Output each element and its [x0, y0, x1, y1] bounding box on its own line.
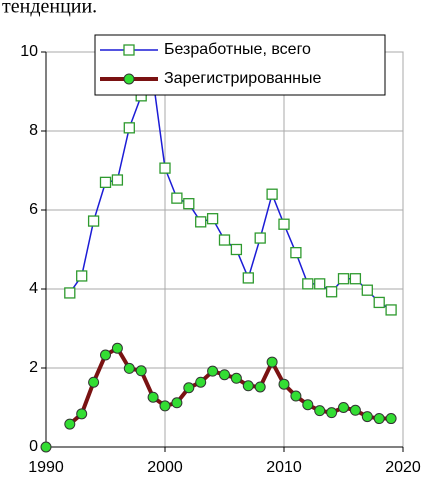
marker: [64, 418, 76, 430]
marker: [40, 441, 52, 453]
x-tick-label: 2010: [266, 459, 302, 476]
marker: [254, 232, 266, 244]
marker: [159, 400, 171, 412]
marker: [171, 192, 183, 204]
y-tick-label: 0: [29, 438, 38, 455]
marker: [302, 399, 314, 411]
marker: [183, 382, 195, 394]
x-tick-label: 2020: [385, 459, 421, 476]
marker: [290, 390, 302, 402]
line: [69, 78, 392, 311]
y-tick-label: 2: [29, 359, 38, 376]
marker: [278, 378, 290, 390]
marker: [314, 405, 326, 417]
marker: [385, 413, 397, 425]
caption: тенденции.: [2, 0, 97, 18]
marker: [290, 247, 302, 259]
marker: [349, 404, 361, 416]
marker: [266, 356, 278, 368]
marker: [325, 286, 338, 298]
legend: Безработные, всего Зарегистрированные: [94, 34, 386, 96]
marker: [314, 278, 326, 290]
marker: [147, 391, 159, 403]
marker: [99, 176, 112, 189]
marker: [242, 380, 254, 392]
y-tick-label: 10: [20, 43, 38, 60]
marker: [111, 342, 123, 354]
marker: [64, 287, 76, 299]
marker: [183, 198, 195, 210]
marker: [278, 218, 290, 230]
marker: [111, 174, 124, 186]
marker: [230, 372, 242, 384]
line: [68, 346, 392, 426]
marker: [349, 273, 362, 285]
marker: [218, 234, 231, 246]
marker: [373, 296, 385, 309]
x-tick-label: 2000: [147, 459, 183, 476]
legend-label: Зарегистрированные: [164, 70, 321, 87]
marker: [195, 376, 207, 388]
legend-label: Безработные, всего: [164, 41, 311, 58]
marker: [159, 162, 171, 174]
y-tick-label: 4: [29, 280, 38, 297]
marker: [123, 122, 135, 134]
x-tick-label: 1990: [28, 459, 64, 476]
marker: [326, 407, 338, 419]
y-tick-label: 8: [29, 122, 38, 139]
marker: [337, 273, 350, 285]
marker: [100, 349, 111, 361]
marker: [123, 362, 135, 374]
marker: [76, 270, 88, 282]
marker: [302, 278, 314, 290]
marker: [207, 365, 219, 377]
marker: [87, 215, 100, 227]
marker: [206, 213, 219, 225]
marker: [361, 284, 373, 296]
marker: [230, 243, 243, 256]
marker: [385, 304, 397, 316]
marker: [373, 413, 385, 425]
legend-marker: [123, 44, 135, 56]
marker: [266, 188, 278, 200]
marker: [338, 402, 349, 413]
marker: [171, 397, 183, 409]
legend-box: [94, 34, 386, 96]
marker: [254, 381, 266, 393]
legend-marker: [123, 73, 135, 85]
marker: [242, 272, 254, 284]
marker: [219, 369, 230, 381]
marker: [135, 365, 147, 377]
marker: [76, 408, 88, 420]
plot-frame: [45, 51, 404, 448]
marker: [88, 376, 100, 388]
y-tick-label: 6: [29, 201, 38, 218]
marker: [195, 216, 207, 228]
marker: [361, 411, 373, 423]
